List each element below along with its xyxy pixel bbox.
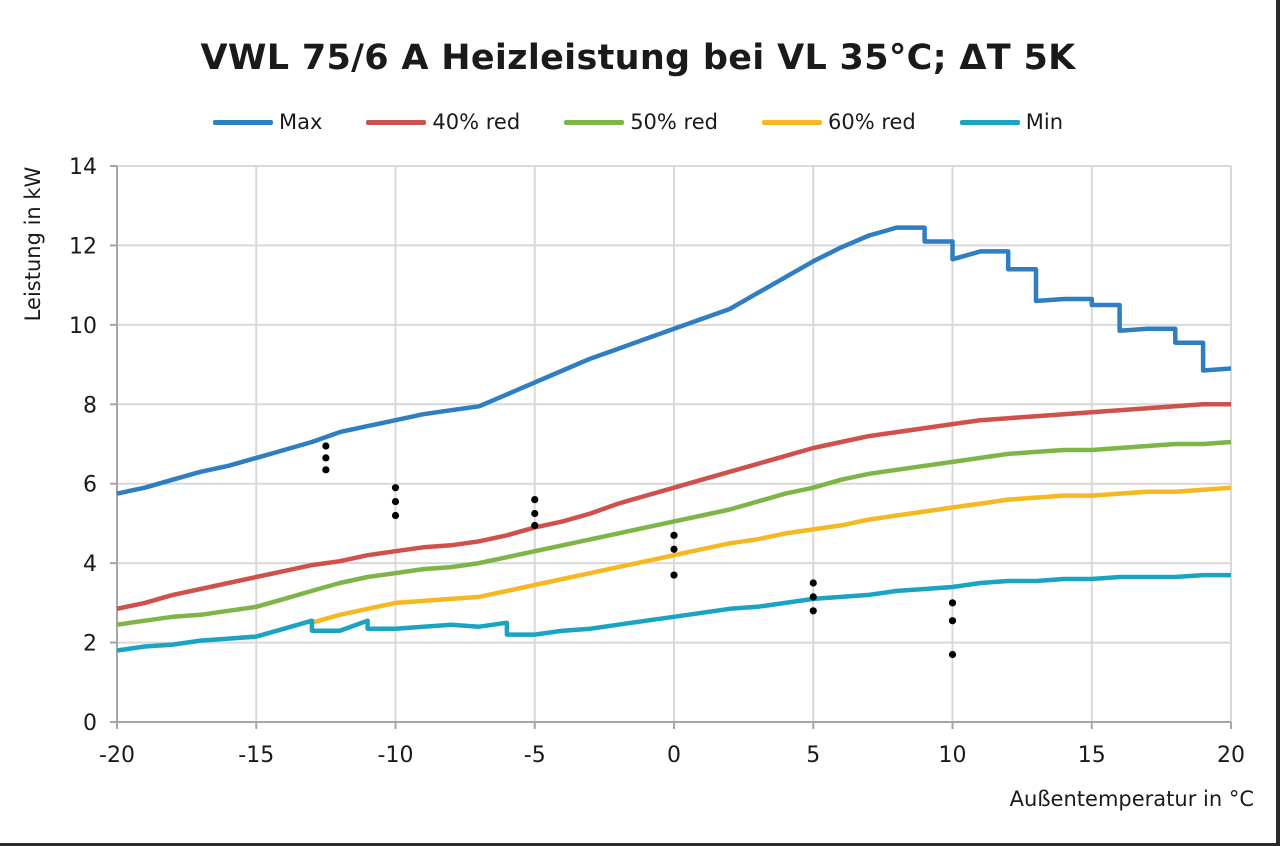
- x-tick-label: 5: [806, 743, 820, 768]
- dot-marker: [670, 571, 678, 579]
- dot-marker: [948, 650, 957, 659]
- dot-marker: [809, 593, 817, 601]
- dot-marker: [391, 511, 400, 520]
- x-tick-label: 10: [939, 743, 967, 768]
- dot-marker: [531, 496, 539, 504]
- y-tick-label: 2: [83, 632, 97, 657]
- x-tick-label: -15: [238, 743, 274, 768]
- dot-marker: [391, 497, 400, 506]
- legend-label-max: Max: [278, 110, 323, 134]
- legend-label-50-red: 50% red: [630, 110, 718, 134]
- legend-item-40-red: 40% red: [366, 110, 520, 134]
- y-tick-label: 12: [69, 234, 97, 259]
- dot-marker: [322, 454, 330, 462]
- dot-marker: [809, 579, 817, 587]
- legend-swatch-40-red: [366, 119, 427, 125]
- frame-right-border: [1276, 0, 1280, 846]
- legend-item-min: Min: [959, 110, 1064, 134]
- legend-item-max: Max: [212, 110, 323, 134]
- legend-item-60-red: 60% red: [761, 110, 916, 134]
- chart-legend: Max 40% red 50% red 60% red Min: [0, 110, 1276, 134]
- dot-marker: [670, 545, 678, 553]
- legend-item-50-red: 50% red: [564, 110, 718, 134]
- series-line-50-red: [116, 439, 1232, 627]
- x-tick-label: -20: [99, 743, 135, 768]
- series-line-max: [116, 225, 1232, 496]
- legend-swatch-60-red: [761, 119, 822, 125]
- x-tick-label: -10: [378, 743, 414, 768]
- x-axis-title: Außentemperatur in °C: [1010, 787, 1254, 811]
- series-line-min: [116, 572, 1231, 653]
- dot-marker: [322, 466, 330, 474]
- y-tick-label: 14: [69, 155, 97, 180]
- x-tick-label: 0: [667, 743, 681, 768]
- legend-swatch-50-red: [564, 119, 625, 125]
- legend-label-40-red: 40% red: [432, 110, 521, 134]
- y-tick-label: 8: [83, 393, 97, 418]
- y-tick-label: 0: [83, 711, 97, 736]
- y-tick-label: 10: [69, 314, 97, 339]
- series-line-40-red: [116, 402, 1231, 612]
- dot-marker: [948, 599, 957, 607]
- legend-swatch-min: [959, 119, 1020, 125]
- legend-label-min: Min: [1025, 110, 1064, 134]
- chart-title: VWL 75/6 A Heizleistung bei VL 35°C; ΔT …: [200, 38, 1076, 78]
- dot-marker: [531, 509, 539, 518]
- y-tick-label: 6: [83, 473, 97, 498]
- y-tick-label: 4: [83, 552, 97, 577]
- dot-marker: [809, 607, 817, 615]
- frame-bottom-border: [0, 843, 1280, 846]
- dot-marker: [670, 531, 678, 539]
- series-line-60-red: [311, 485, 1232, 625]
- y-axis-title: Leistung in kW: [21, 166, 45, 321]
- legend-swatch-max: [212, 119, 273, 125]
- x-tick-label: 15: [1078, 743, 1106, 768]
- legend-label-60-red: 60% red: [827, 110, 916, 134]
- dot-marker: [322, 442, 330, 450]
- x-tick-label: 20: [1217, 743, 1245, 768]
- x-tick-label: -5: [524, 743, 546, 768]
- dot-marker: [391, 484, 400, 492]
- dot-marker: [948, 617, 957, 625]
- dot-marker: [531, 521, 539, 530]
